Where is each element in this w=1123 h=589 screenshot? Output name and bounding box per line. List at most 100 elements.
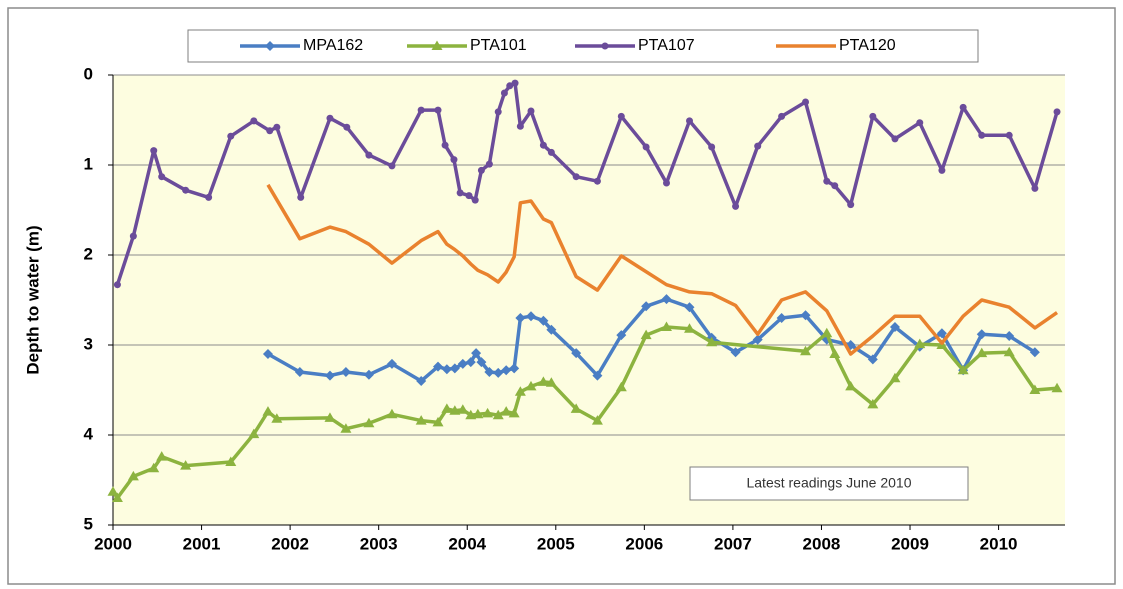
- point: [847, 201, 855, 209]
- point: [1029, 347, 1040, 358]
- legend-marker: [265, 41, 275, 51]
- point: [324, 370, 335, 381]
- point: [1053, 108, 1061, 116]
- point: [156, 451, 168, 461]
- point: [111, 492, 123, 502]
- legend-label: PTA101: [470, 37, 527, 54]
- x-tick-label: 2000: [94, 534, 132, 553]
- point: [441, 141, 449, 149]
- point: [500, 89, 508, 97]
- point: [617, 112, 625, 120]
- point: [867, 354, 878, 365]
- point: [1051, 382, 1063, 393]
- x-tick-label: 2003: [360, 534, 398, 553]
- point: [642, 143, 650, 151]
- point: [449, 405, 461, 415]
- point: [889, 322, 900, 332]
- y-tick-label: 3: [84, 334, 93, 353]
- point: [441, 364, 452, 375]
- point: [416, 376, 427, 386]
- point: [365, 151, 373, 159]
- point: [684, 323, 696, 333]
- point: [262, 406, 274, 416]
- annotation-box: [689, 466, 969, 501]
- point: [829, 348, 841, 358]
- point: [869, 112, 877, 120]
- point: [248, 428, 260, 439]
- point: [572, 173, 580, 181]
- point: [465, 192, 473, 200]
- point: [592, 370, 603, 381]
- legend-marker: [601, 42, 609, 50]
- point: [538, 315, 549, 326]
- x-tick-label: 2007: [714, 534, 752, 553]
- y-tick-label: 0: [84, 64, 93, 83]
- point: [570, 403, 582, 413]
- point: [107, 486, 119, 496]
- series-line: [266, 183, 1059, 356]
- point: [891, 135, 899, 143]
- point: [508, 407, 520, 418]
- point: [938, 166, 946, 174]
- point: [778, 112, 786, 120]
- point: [227, 132, 235, 140]
- point: [641, 301, 652, 312]
- point: [525, 380, 537, 391]
- plot-area: [113, 75, 1065, 525]
- point: [976, 347, 988, 358]
- point: [182, 186, 190, 194]
- point: [752, 334, 763, 345]
- point: [340, 367, 351, 377]
- point: [433, 361, 444, 372]
- point: [537, 376, 549, 386]
- point: [417, 106, 425, 114]
- series-3: [266, 183, 1059, 356]
- x-tick-label: 2002: [271, 534, 309, 553]
- point: [266, 127, 274, 135]
- point: [821, 327, 833, 338]
- point: [148, 462, 160, 473]
- point: [127, 470, 139, 481]
- x-tick-label: 2010: [980, 534, 1018, 553]
- point: [776, 313, 787, 323]
- y-tick-label: 1: [84, 154, 93, 173]
- point: [388, 162, 396, 170]
- point: [845, 380, 857, 391]
- point: [477, 166, 485, 174]
- point: [802, 98, 810, 106]
- point: [515, 313, 526, 323]
- point: [593, 177, 601, 185]
- x-tick-label: 2004: [448, 534, 486, 553]
- point: [706, 336, 718, 347]
- point: [511, 79, 519, 87]
- point: [363, 417, 375, 428]
- x-tick-label: 2008: [803, 534, 841, 553]
- point: [225, 456, 237, 466]
- point: [500, 406, 512, 416]
- point: [867, 398, 879, 409]
- point: [525, 311, 536, 322]
- point: [326, 114, 334, 122]
- point: [324, 412, 336, 422]
- point: [514, 386, 526, 396]
- point: [546, 324, 557, 335]
- point: [441, 403, 453, 413]
- x-tick-label: 2001: [183, 534, 221, 553]
- point: [732, 202, 740, 210]
- point: [1005, 131, 1013, 139]
- point: [465, 357, 476, 368]
- point: [754, 142, 762, 150]
- point: [516, 122, 524, 130]
- point: [471, 348, 482, 359]
- x-tick-label: 2005: [537, 534, 575, 553]
- point: [800, 310, 811, 321]
- point: [158, 173, 166, 181]
- point: [1031, 184, 1039, 192]
- point: [432, 416, 444, 427]
- point: [547, 148, 555, 156]
- point: [434, 106, 442, 114]
- point: [616, 330, 627, 341]
- point: [343, 123, 351, 131]
